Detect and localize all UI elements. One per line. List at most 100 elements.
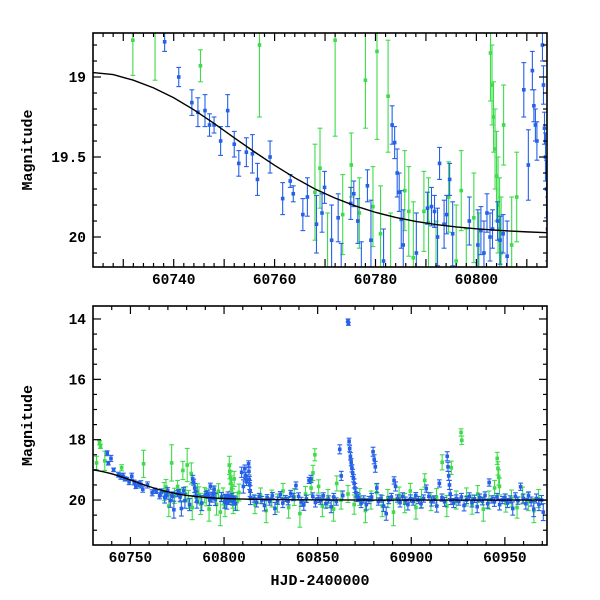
data-point	[247, 469, 251, 474]
data-point	[498, 238, 502, 242]
data-point	[170, 14, 174, 18]
data-point	[218, 139, 223, 143]
data-point	[168, 498, 173, 503]
data-point	[189, 471, 194, 476]
data-point	[371, 449, 375, 454]
data-point	[351, 192, 356, 196]
data-point	[406, 502, 410, 507]
data-point	[316, 484, 321, 489]
data-point	[379, 496, 383, 501]
data-point	[331, 507, 336, 511]
data-point	[421, 496, 426, 501]
data-point	[510, 506, 515, 511]
data-point	[505, 254, 509, 258]
data-point	[131, 38, 135, 42]
data-point	[314, 222, 319, 226]
data-point	[254, 500, 259, 505]
x-tick-label: 60800	[455, 273, 499, 289]
data-point	[270, 493, 275, 498]
data-point	[497, 484, 502, 489]
data-point	[181, 488, 186, 493]
data-point	[408, 496, 413, 501]
data-point	[185, 463, 189, 467]
data-point	[208, 484, 213, 488]
data-point	[207, 507, 211, 511]
data-point	[257, 494, 262, 499]
x-tick-label: 60800	[202, 551, 246, 567]
data-point	[195, 499, 199, 504]
data-point	[351, 476, 356, 481]
data-point	[408, 489, 413, 493]
data-point	[302, 503, 306, 507]
data-point	[329, 504, 333, 509]
data-point	[356, 495, 361, 500]
data-point	[186, 497, 191, 502]
x-tick-label: 60740	[152, 273, 196, 289]
data-point	[391, 510, 396, 514]
bottom-y-axis-label: Magnitude	[20, 385, 37, 466]
data-point	[219, 495, 224, 499]
data-point	[253, 502, 257, 507]
data-point	[280, 196, 285, 201]
y-tick-label: 20	[69, 231, 86, 247]
data-point	[530, 68, 535, 73]
data-point	[406, 209, 411, 214]
data-point	[427, 494, 431, 499]
data-point	[493, 147, 497, 151]
data-point	[178, 495, 182, 499]
data-point	[278, 492, 283, 497]
data-point	[225, 501, 229, 505]
data-point	[467, 219, 472, 223]
top-panel: 60740 60760 60780 60800 19 19.5 20 Magnitude	[20, 14, 548, 289]
data-point	[228, 475, 233, 480]
data-point	[346, 322, 351, 326]
data-point	[198, 64, 203, 68]
top-frame	[92, 32, 548, 268]
y-tick-label: 16	[69, 373, 86, 389]
data-point	[369, 495, 374, 499]
data-point	[350, 466, 354, 471]
data-point	[419, 501, 423, 506]
data-point	[534, 496, 539, 501]
data-point	[116, 472, 121, 477]
data-point	[451, 501, 456, 505]
data-point	[434, 504, 439, 508]
data-point	[154, 490, 158, 494]
data-point	[203, 108, 207, 113]
data-point	[320, 211, 324, 215]
data-point	[390, 123, 394, 127]
data-point	[248, 489, 252, 493]
data-point	[411, 256, 416, 260]
data-point	[389, 495, 394, 499]
data-point	[492, 500, 497, 504]
data-point	[170, 494, 175, 499]
data-point	[267, 499, 272, 504]
data-point	[520, 493, 525, 498]
data-point	[446, 474, 451, 478]
data-point	[475, 504, 479, 509]
data-point	[232, 477, 236, 481]
data-point	[435, 235, 440, 239]
data-point	[164, 485, 168, 489]
data-point	[286, 505, 291, 510]
data-point	[235, 499, 239, 504]
data-point	[457, 499, 461, 504]
data-point	[187, 502, 192, 507]
y-tick-label: 14	[69, 313, 87, 329]
data-point	[227, 463, 232, 468]
data-point	[526, 493, 531, 498]
bottom-panel: 60750 60800 60850 60900 60950 14 16 18 20 Magnitu…	[20, 305, 548, 590]
data-point	[413, 493, 418, 498]
data-point	[529, 499, 533, 504]
data-point	[247, 477, 252, 482]
data-point	[495, 456, 500, 461]
data-point	[207, 123, 212, 127]
data-point	[340, 212, 345, 217]
x-tick-label: 60900	[390, 551, 434, 567]
data-point	[442, 222, 446, 226]
data-point	[485, 501, 490, 506]
bottom-axis-ticks	[93, 306, 547, 545]
data-point	[424, 486, 429, 491]
data-point	[432, 209, 437, 214]
data-point	[459, 188, 464, 193]
